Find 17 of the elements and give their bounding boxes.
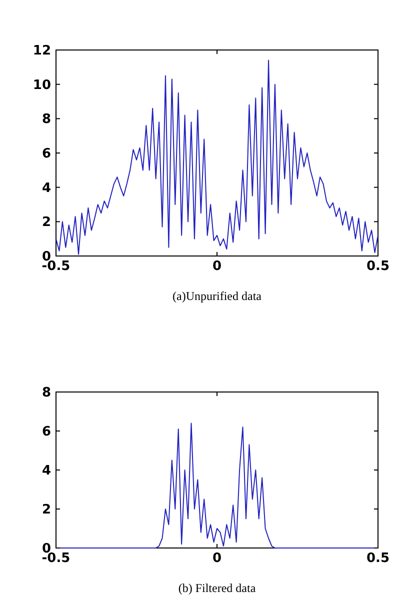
- x-tick-label: 0.5: [366, 551, 390, 566]
- y-tick-label: 4: [42, 464, 51, 479]
- y-tick-label: 12: [32, 44, 51, 59]
- y-tick-label: 10: [32, 78, 51, 93]
- x-axis-title: (a)Unpurified data: [172, 289, 262, 303]
- y-tick-label: 8: [42, 386, 51, 401]
- y-tick-label: 2: [42, 215, 51, 230]
- line-series: [56, 60, 378, 255]
- x-tick-label: 0.5: [366, 259, 390, 274]
- x-tick-label: 0: [212, 259, 222, 274]
- y-tick-label: 4: [42, 180, 51, 196]
- y-tick-label: 2: [42, 502, 51, 518]
- y-tick-label: 6: [42, 146, 51, 162]
- y-tick-label: 8: [42, 112, 51, 128]
- x-axis-title: (b) Filtered data: [178, 581, 256, 595]
- x-tick-label: 0: [212, 551, 222, 566]
- y-tick-label: 6: [42, 424, 51, 440]
